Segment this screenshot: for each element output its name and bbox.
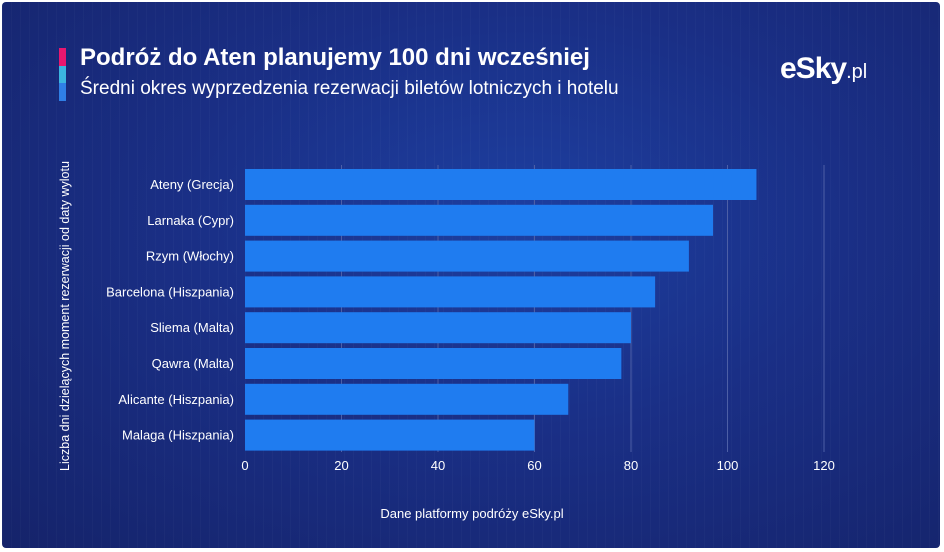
bar	[245, 348, 622, 379]
category-label: Barcelona (Hiszpania)	[106, 284, 234, 299]
bar	[245, 383, 569, 415]
x-tick-label: 80	[624, 458, 638, 473]
accent-bar-pink	[59, 48, 66, 66]
category-label: Malaga (Hiszpania)	[122, 428, 234, 443]
logo-suffix: .pl	[846, 61, 868, 83]
category-label: Rzym (Włochy)	[146, 249, 234, 264]
category-label: Ateny (Grecja)	[150, 177, 234, 192]
category-label: Larnaka (Cypr)	[147, 213, 234, 228]
x-tick-label: 60	[527, 458, 541, 473]
bar	[245, 169, 757, 200]
logo-brand: eSky	[780, 52, 847, 85]
x-tick-label: 120	[813, 458, 835, 473]
x-tick-label: 0	[241, 458, 248, 473]
chart-title: Podróż do Aten planujemy 100 dni wcześni…	[80, 44, 590, 71]
x-tick-label: 40	[431, 458, 445, 473]
bar	[245, 276, 656, 308]
bar	[245, 240, 689, 272]
bar	[245, 204, 714, 236]
accent-bar-blue	[59, 83, 66, 101]
source-note: Dane platformy podróży eSky.pl	[380, 506, 564, 521]
bar	[245, 419, 535, 451]
chart-subtitle: Średni okres wyprzedzenia rezerwacji bil…	[80, 78, 619, 99]
esky-logo: eSky.pl	[780, 52, 867, 86]
x-tick-label: 20	[334, 458, 348, 473]
bar	[245, 312, 631, 344]
category-label: Sliema (Malta)	[150, 320, 234, 335]
x-tick-label: 100	[717, 458, 739, 473]
category-label: Qawra (Malta)	[152, 356, 234, 371]
category-label: Alicante (Hiszpania)	[118, 392, 234, 407]
accent-bar-cyan	[59, 66, 66, 83]
